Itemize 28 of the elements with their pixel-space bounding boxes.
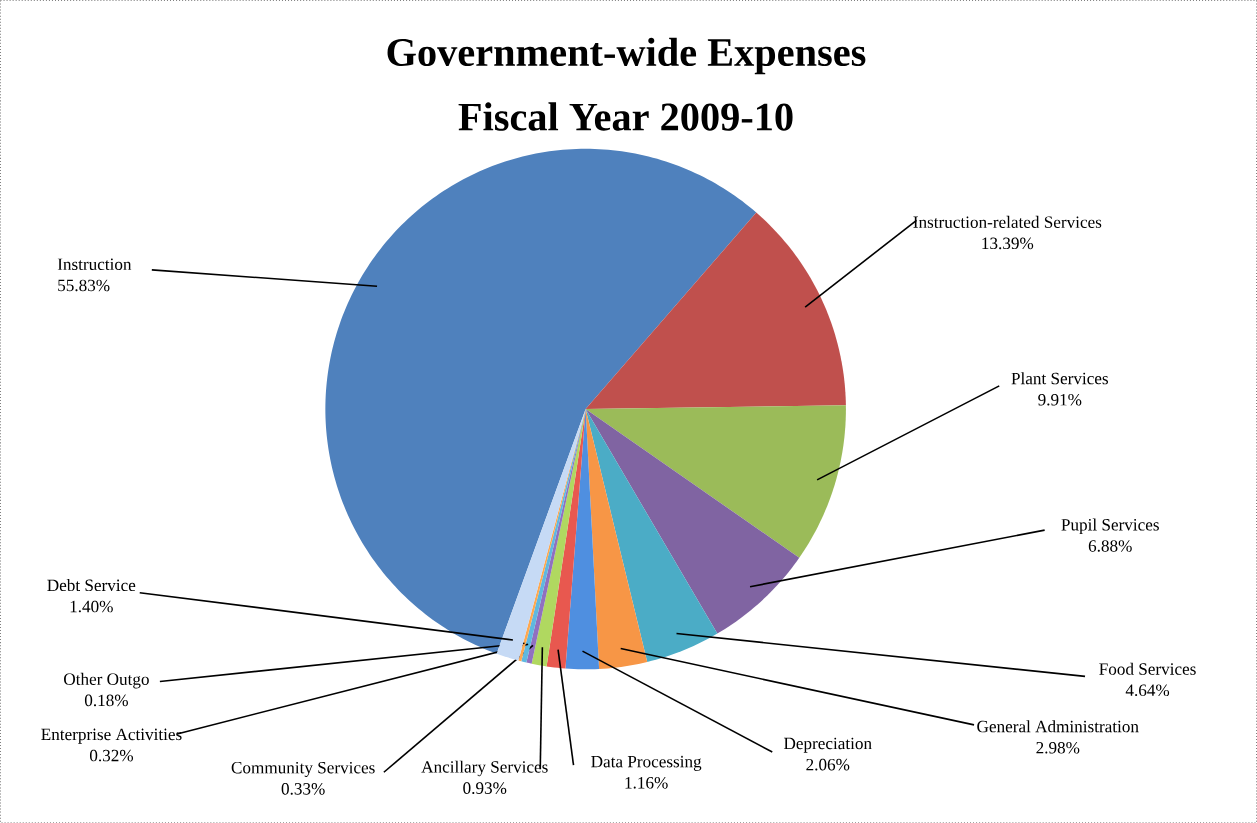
- data-label: 13.39%: [982, 237, 1034, 250]
- data-label: 0.18%: [84, 694, 128, 707]
- data-label: 1.16%: [625, 776, 668, 789]
- slice-label: Depreciation: [783, 737, 872, 753]
- slice-label: Debt Service: [47, 578, 136, 592]
- slice-label: Other Outgo: [64, 672, 149, 689]
- slice-label: Pupil Services: [1061, 518, 1159, 534]
- chart-title: Government-wide Expenses: [387, 37, 866, 75]
- slice-label: Enterprise Activities: [41, 728, 182, 744]
- data-label: 0.93%: [463, 782, 507, 794]
- data-label: 2.06%: [806, 758, 850, 771]
- slice-label: Plant Services: [1011, 372, 1108, 385]
- data-label: 2.98%: [1036, 741, 1080, 754]
- slice-label: Community Services: [231, 761, 375, 777]
- data-label: 6.88%: [1088, 540, 1132, 552]
- data-label: 0.33%: [281, 782, 325, 795]
- slice-label: Instruction: [57, 258, 132, 270]
- chart-subtitle: Fiscal Year 2009-10: [458, 102, 793, 131]
- data-label: 9.91%: [1038, 393, 1082, 406]
- slice-label: Instruction-related Services: [913, 215, 1102, 228]
- data-label: 0.32%: [89, 749, 134, 762]
- slice-label: Data Processing: [591, 755, 702, 771]
- data-label: 1.40%: [70, 600, 113, 613]
- data-label: 4.64%: [1125, 684, 1170, 697]
- slice-label: General Administration: [977, 720, 1139, 733]
- slice-label: Food Services: [1099, 662, 1196, 675]
- data-label: 55.83%: [58, 279, 110, 292]
- slice-label: Ancillary Services: [421, 760, 548, 777]
